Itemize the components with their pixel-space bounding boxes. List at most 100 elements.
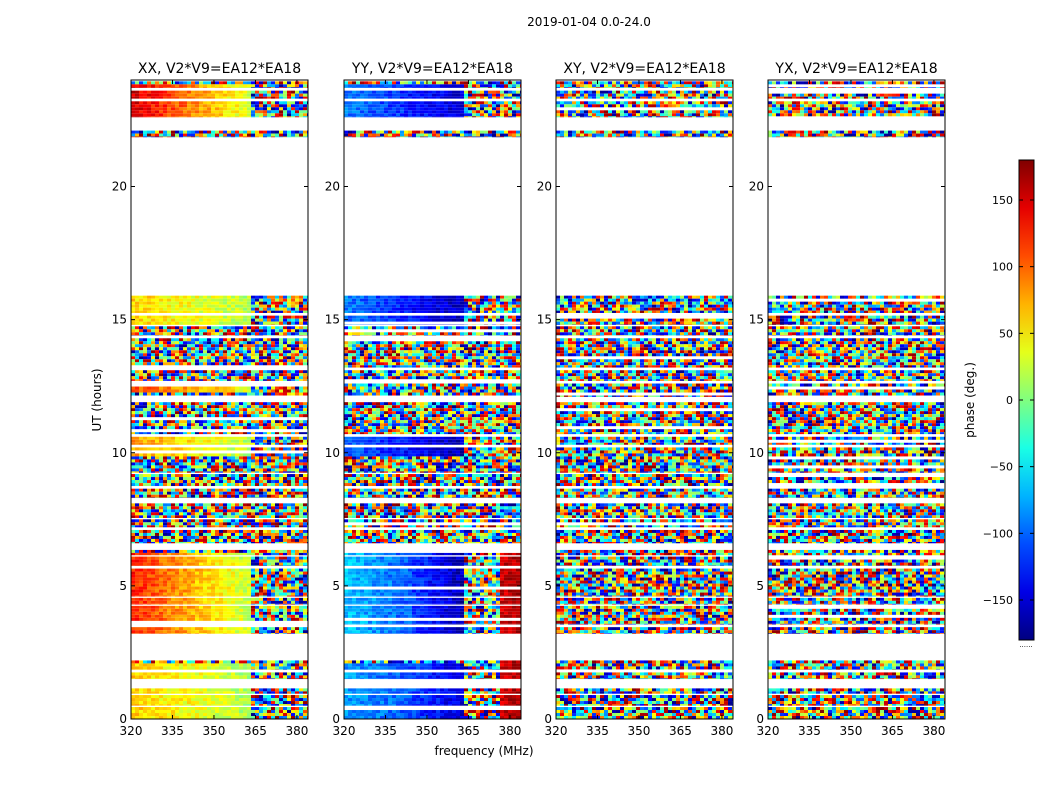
phase-cell (175, 614, 179, 618)
phase-cell (211, 617, 215, 621)
phase-cell (239, 298, 243, 302)
phase-cell (279, 344, 283, 348)
phase-cell (191, 353, 195, 357)
phase-cell (267, 376, 271, 380)
phase-cell (255, 321, 259, 325)
phase-cell (251, 552, 255, 556)
phase-cell (163, 362, 167, 366)
phase-cell (195, 678, 199, 680)
phase-cell (135, 353, 139, 357)
phase-cell (195, 329, 199, 333)
phase-cell (151, 666, 155, 670)
phase-cell (187, 414, 191, 418)
phase-cell (179, 627, 183, 631)
phase-cell (151, 411, 155, 415)
phase-cell (239, 688, 243, 692)
phase-cell (267, 608, 271, 612)
phase-cell (131, 503, 135, 507)
phase-cell (199, 432, 203, 435)
phase-cell (163, 678, 167, 680)
phase-cell (271, 509, 275, 513)
phase-cell (175, 529, 179, 533)
phase-cell (187, 541, 191, 544)
phase-cell (279, 541, 283, 544)
phase-cell (179, 525, 183, 528)
phase-cell (155, 483, 159, 487)
phase-cell (247, 663, 251, 667)
phase-cell (219, 532, 223, 536)
phase-cell (143, 315, 147, 319)
phase-cell (167, 459, 171, 463)
phase-cell (287, 477, 291, 481)
phase-cell (267, 480, 271, 484)
phase-cell (283, 353, 287, 357)
phase-cell (303, 439, 307, 443)
phase-cell (159, 488, 163, 492)
phase-cell (227, 698, 231, 702)
phase-cell (211, 713, 215, 717)
phase-cell (303, 347, 307, 351)
phase-cell (275, 556, 279, 560)
phase-cell (247, 506, 251, 510)
phase-cell (175, 571, 179, 575)
phase-cell (167, 603, 171, 605)
phase-cell (283, 488, 287, 492)
phase-cell (303, 603, 307, 605)
phase-cell (155, 532, 159, 536)
phase-cell (251, 347, 255, 351)
phase-cell (159, 338, 163, 342)
phase-cell (183, 595, 187, 597)
phase-cell (151, 633, 155, 634)
phase-cell (143, 386, 147, 390)
phase-cell (171, 695, 175, 699)
phase-cell (179, 326, 183, 330)
phase-cell (295, 552, 299, 556)
phase-cell (299, 611, 303, 615)
phase-cell (243, 529, 247, 533)
phase-cell (287, 326, 291, 330)
phase-cell (195, 603, 199, 605)
phase-cell (239, 436, 243, 440)
phase-cell (143, 389, 147, 393)
phase-cell (251, 376, 255, 380)
phase-cell (243, 589, 247, 593)
phase-cell (135, 477, 139, 481)
phase-cell (195, 389, 199, 393)
phase-cell (143, 535, 147, 539)
phase-cell (163, 611, 167, 615)
phase-cell (211, 494, 215, 498)
phase-cell (175, 691, 179, 694)
phase-cell (159, 392, 163, 396)
phase-cell (243, 477, 247, 481)
phase-cell (291, 347, 295, 351)
phase-cell (231, 318, 235, 322)
phase-cell (195, 515, 199, 518)
phase-cell (235, 675, 239, 679)
phase-cell (299, 506, 303, 510)
phase-cell (223, 402, 227, 406)
phase-cell (243, 439, 247, 443)
phase-cell (155, 509, 159, 513)
phase-cell (299, 535, 303, 539)
phase-cell (131, 538, 135, 542)
phase-cell (279, 512, 283, 516)
phase-cell (131, 338, 135, 342)
phase-cell (219, 595, 223, 597)
phase-cell (303, 386, 307, 390)
phase-cell (159, 426, 163, 430)
phase-cell (151, 506, 155, 510)
phase-cell (171, 600, 175, 604)
phase-cell (167, 614, 171, 618)
phase-cell (211, 701, 215, 705)
phase-cell (187, 329, 191, 333)
phase-cell (143, 338, 147, 342)
phase-cell (167, 386, 171, 390)
phase-cell (247, 341, 251, 345)
phase-cell (243, 298, 247, 302)
phase-cell (171, 298, 175, 302)
phase-cell (295, 556, 299, 560)
phase-cell (259, 633, 263, 634)
phase-cell (295, 586, 299, 590)
phase-cell (239, 432, 243, 435)
phase-cell (235, 480, 239, 484)
